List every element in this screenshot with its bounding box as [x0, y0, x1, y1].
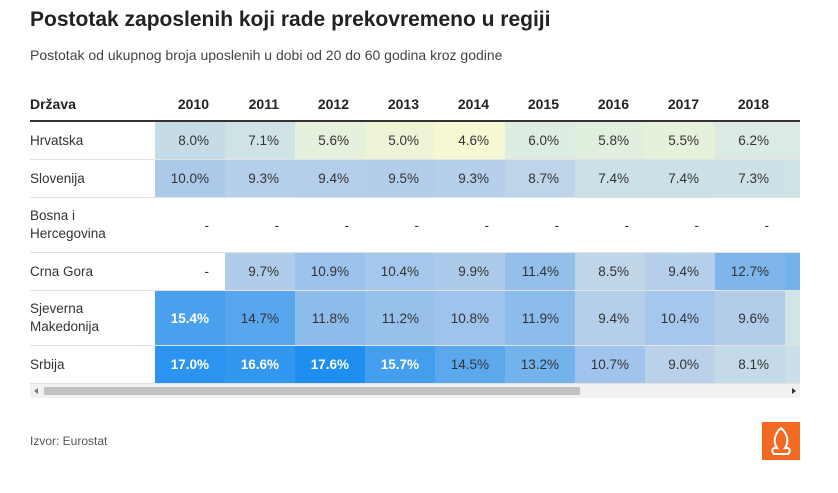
table-cell: 15.7% [365, 345, 435, 384]
table-cell: 9.0% [645, 345, 715, 384]
logo [762, 422, 800, 460]
column-header: Država [30, 88, 155, 122]
table-cell: 7.3% [715, 159, 785, 198]
table-row: Srbija 17.0% 16.6% 17.6% 15.7% 14.5% 13.2% 10.7… [30, 345, 800, 384]
table-cell: 9.4% [645, 252, 715, 291]
table-cell: 11.9% [505, 290, 575, 346]
table-cell: - [435, 197, 505, 253]
table: Država 2010 2011 2012 2013 2014 2015 2016 2017 20… [30, 88, 800, 384]
table-cell: - [365, 197, 435, 253]
column-header: 2010 [155, 88, 225, 122]
table-cell: 8.0% [155, 121, 225, 160]
subtitle: Postotak od ukupnog broja uposlenih u do… [30, 47, 503, 63]
table-cell: 9.4% [295, 159, 365, 198]
table-row: Crna Gora -9.7% 10.9% 10.4% 9.9% 11.4% 8.5% 9.4… [30, 252, 800, 291]
table-cell: 9.9% [435, 252, 505, 291]
row-label: Bosna i Hercegovina [30, 197, 155, 253]
table-cell: 7.4% [645, 159, 715, 198]
table-cell: 14.7% [225, 290, 295, 346]
table-cell: 4.6% [435, 121, 505, 160]
table-cell: 6.0% [505, 121, 575, 160]
table-cell: 11.2% [365, 290, 435, 346]
table-cell: 9.4% [575, 290, 645, 346]
logo-icon [771, 426, 791, 455]
table-cell: 11.4% [505, 252, 575, 291]
table-cell: 8.7% [505, 159, 575, 198]
column-header: 2018 [715, 88, 785, 122]
table-cell: - [645, 197, 715, 253]
table-cell: - [505, 197, 575, 253]
source: Izvor: Eurostat [30, 434, 108, 448]
table-cell: 10.0% [155, 159, 225, 198]
scrollbar[interactable] [30, 384, 800, 398]
table-cell: 7.4% [575, 159, 645, 198]
table-cell: 9.3% [225, 159, 295, 198]
column-header: 2019 [785, 88, 800, 122]
column-header: 2015 [505, 88, 575, 122]
table-cell: 17.6% [295, 345, 365, 384]
scroll-thumb[interactable] [44, 387, 580, 395]
table-cell: 5.0% [365, 121, 435, 160]
row-label: Sjeverna Makedonija [30, 290, 155, 346]
row-label: Crna Gora [30, 252, 155, 291]
table-row: Hrvatska 8.0% 7.1% 5.6% 5.0% 4.6% 6.0% 5.8% 5.5%… [30, 121, 800, 160]
table-cell: - [155, 252, 225, 291]
table-cell: 16.6% [225, 345, 295, 384]
table-cell: 10.4% [645, 290, 715, 346]
table-cell: 10.7% [575, 345, 645, 384]
row-label: Slovenija [30, 159, 155, 198]
column-header: 2014 [435, 88, 505, 122]
table-cell: 10.4% [365, 252, 435, 291]
table-row: Bosna i Hercegovina---------- [30, 197, 800, 253]
scroll-arrows [34, 388, 796, 394]
table-cell: 13.2% [505, 345, 575, 384]
table-cell: 9.5% [365, 159, 435, 198]
table-cell: - [155, 197, 225, 253]
column-header: 2011 [225, 88, 295, 122]
table-cell: 11.8% [295, 290, 365, 346]
table-cell: 5.8% [575, 121, 645, 160]
table-cell: 10.9% [295, 252, 365, 291]
column-header: 2016 [575, 88, 645, 122]
table-cell: 7.1% [785, 159, 800, 198]
table-cell: 5.6% [295, 121, 365, 160]
column-header: 2012 [295, 88, 365, 122]
column-header: 2013 [365, 88, 435, 122]
table-cell: - [295, 197, 365, 253]
table-cell: 13.2% [785, 252, 800, 291]
table-cell: 10.8% [435, 290, 505, 346]
table-cell: 9.6% [715, 290, 785, 346]
table-cell: 12.7% [715, 252, 785, 291]
table-cell: 9.7% [225, 252, 295, 291]
table-cell: 15.4% [155, 290, 225, 346]
table-cell: - [575, 197, 645, 253]
table-cell: 8.5% [575, 252, 645, 291]
column-header: 2017 [645, 88, 715, 122]
table-cell: 6.2% [785, 121, 800, 160]
table-cell: 6.9% [785, 290, 800, 346]
table-row: Sjeverna Makedonija 15.4% 14.7% 11.8% 11.2% 1… [30, 290, 800, 346]
table-row: Slovenija 10.0% 9.3% 9.4% 9.5% 9.3% 8.7% 7.4% 7.… [30, 159, 800, 198]
table-cell: - [785, 197, 800, 253]
row-label: Srbija [30, 345, 155, 384]
table-cell: 5.5% [645, 121, 715, 160]
table-cell: 7.6% [785, 345, 800, 384]
table-cell: 17.0% [155, 345, 225, 384]
table-cell: 14.5% [435, 345, 505, 384]
row-label: Hrvatska [30, 121, 155, 160]
title: Postotak zaposlenih koji rade prekovreme… [30, 8, 551, 31]
table-cell: - [225, 197, 295, 253]
table-cell: 9.3% [435, 159, 505, 198]
table-cell: 7.1% [225, 121, 295, 160]
table-cell: - [715, 197, 785, 253]
table-cell: 6.2% [715, 121, 785, 160]
table-cell: 8.1% [715, 345, 785, 384]
table-container: Država 2010 2011 2012 2013 2014 2015 2016 2017 20… [30, 88, 800, 384]
